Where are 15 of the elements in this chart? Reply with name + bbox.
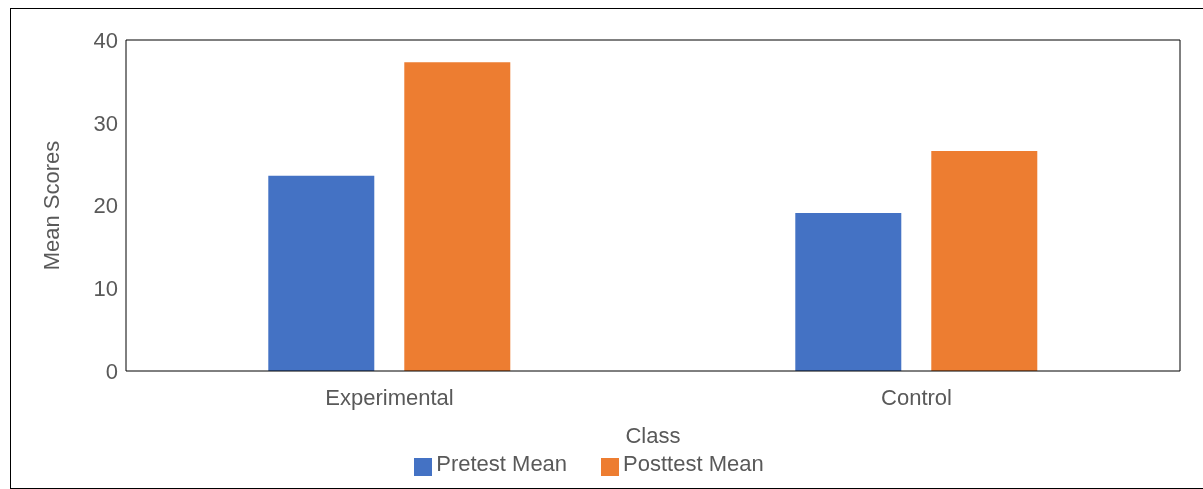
legend-label: Pretest Mean [436,451,568,476]
y-tick-label: 0 [105,358,118,384]
x-tick-label: Experimental [325,384,454,410]
bar [404,62,511,371]
legend-label: Posttest Mean [623,451,764,476]
x-tick-label: Control [881,384,952,410]
y-tick-label: 20 [93,193,118,219]
x-axis-title: Class [625,423,681,448]
y-axis-title: Mean Scores [38,140,64,271]
bar [268,175,375,371]
bar [931,150,1038,371]
y-tick-label: 30 [93,110,118,136]
y-tick-label: 10 [93,276,118,302]
y-tick-label: 40 [93,27,118,53]
bar [795,212,902,371]
